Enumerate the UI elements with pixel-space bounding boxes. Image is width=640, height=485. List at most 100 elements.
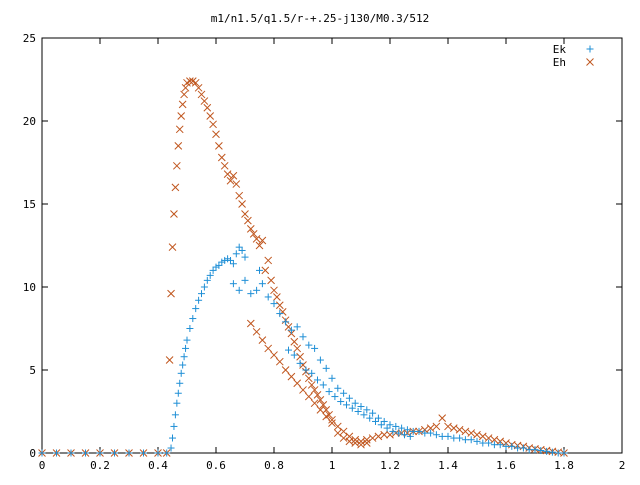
data-point-ek (282, 318, 290, 326)
data-point-ek (227, 256, 234, 264)
data-point-ek (548, 448, 556, 456)
data-point-eh (217, 153, 226, 162)
chart-title: m1/n1.5/q1.5/r-+.25-j130/M0.3/512 (211, 12, 430, 25)
data-point-eh (357, 437, 365, 446)
data-point-ek (560, 449, 568, 457)
x-tick-label: 1.2 (380, 459, 400, 472)
x-tick-label: 1.6 (496, 459, 516, 472)
data-point-ek (229, 280, 237, 288)
data-point-ek (389, 427, 397, 435)
data-point-eh (175, 125, 184, 134)
data-point-ek (256, 266, 263, 274)
data-point-ek (170, 422, 178, 430)
data-point-ek (401, 431, 408, 439)
y-tick-label: 20 (23, 115, 36, 128)
data-point-ek (325, 388, 333, 396)
data-point-ek (53, 449, 60, 457)
data-point-ek (209, 266, 217, 274)
data-point-ek (235, 286, 243, 294)
data-point-ek (372, 417, 379, 425)
data-point-ek (357, 403, 365, 411)
data-point-ek (467, 436, 475, 444)
data-point-ek (302, 366, 310, 374)
data-point-ek (82, 449, 89, 457)
data-point-ek (345, 394, 353, 402)
x-tick-label: 0.2 (90, 459, 110, 472)
data-point-ek (171, 411, 179, 419)
data-point-ek (192, 305, 200, 313)
data-point-eh (490, 435, 499, 444)
data-point-ek (232, 250, 240, 258)
data-point-ek (383, 424, 391, 432)
data-point-ek (96, 449, 104, 457)
data-point-eh (246, 225, 255, 233)
data-point-eh (270, 351, 278, 359)
data-point-ek (363, 406, 371, 414)
x-tick-label: 2 (619, 459, 626, 472)
data-point-ek (212, 263, 220, 271)
data-point-eh (484, 434, 493, 442)
data-point-ek (247, 290, 255, 298)
data-point-eh (275, 357, 284, 366)
legend-label: Eh (553, 56, 566, 69)
data-point-eh (206, 112, 215, 120)
legend-label: Ek (553, 43, 567, 56)
data-point-ek (293, 323, 301, 331)
data-point-ek (322, 364, 330, 372)
data-point-eh (252, 235, 261, 243)
data-point-ek (354, 408, 362, 415)
data-point-eh (432, 422, 441, 431)
data-point-ek (38, 449, 46, 457)
data-point-eh (322, 412, 331, 421)
data-point-ek (369, 409, 377, 417)
data-point-eh (194, 83, 203, 92)
data-point-eh (261, 266, 270, 275)
data-point-eh (328, 415, 336, 424)
data-point-ek (485, 439, 493, 447)
data-point-eh (386, 430, 394, 439)
data-point-ek (508, 442, 516, 450)
data-point-ek (215, 261, 223, 269)
data-point-ek (270, 300, 278, 308)
data-point-ek (163, 449, 171, 457)
data-point-ek (348, 404, 356, 412)
data-point-ek (296, 359, 304, 367)
data-point-eh (270, 286, 278, 295)
data-point-ek (328, 374, 336, 382)
data-point-ek (235, 243, 243, 251)
data-point-eh (299, 361, 307, 369)
data-point-ek (456, 434, 464, 442)
plot-frame (41, 37, 623, 454)
data-point-ek (173, 399, 181, 407)
data-point-ek (377, 421, 385, 429)
data-point-ek (241, 276, 249, 284)
data-point-eh (258, 236, 267, 245)
y-tick-label: 25 (23, 32, 36, 45)
data-point-eh (223, 170, 232, 178)
data-point-eh (310, 386, 319, 394)
data-point-ek (140, 449, 147, 457)
data-point-ek (167, 444, 175, 452)
data-point-eh (293, 344, 302, 353)
data-point-eh (426, 424, 435, 432)
data-point-ek (366, 414, 374, 422)
data-point-ek (198, 290, 205, 298)
data-point-ek (276, 310, 284, 318)
data-point-ek (340, 389, 348, 397)
data-point-ek (258, 280, 266, 288)
data-point-eh (249, 230, 258, 238)
data-point-eh (380, 430, 389, 439)
data-point-eh (362, 439, 371, 447)
data-point-ek (241, 253, 249, 261)
data-point-eh (258, 336, 267, 344)
data-point-ek (334, 384, 342, 392)
data-point-ek (392, 422, 400, 430)
data-point-ek (238, 246, 246, 254)
data-point-ek (415, 427, 423, 435)
data-point-eh (170, 210, 178, 218)
data-point-ek (176, 379, 184, 387)
data-point-eh (273, 293, 281, 301)
data-point-ek (386, 421, 394, 429)
data-point-ek (305, 341, 313, 349)
